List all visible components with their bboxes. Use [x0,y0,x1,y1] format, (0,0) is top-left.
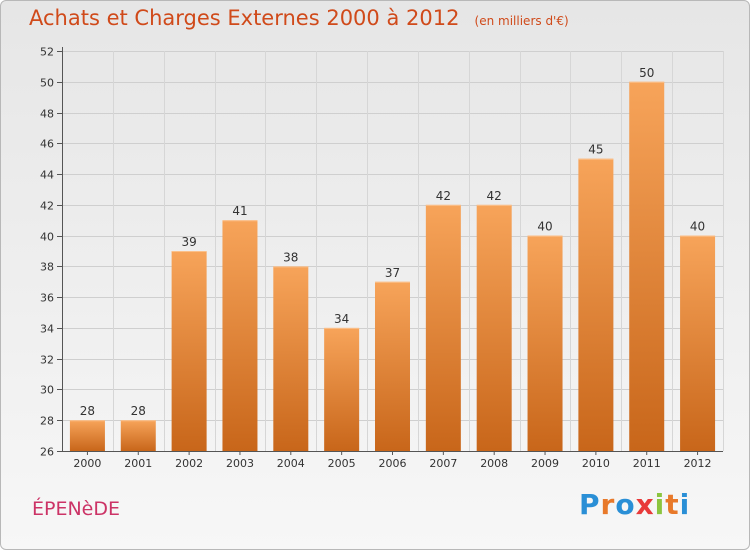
x-tick-label: 2001 [124,457,152,470]
y-tick-label: 48 [40,108,54,121]
y-tick-label: 44 [40,169,54,182]
x-tick-label: 2002 [175,457,203,470]
y-tick-label: 34 [40,323,54,336]
x-tick-label: 2009 [531,457,559,470]
x-tick-label: 2006 [379,457,407,470]
brand-letter: i [679,488,691,521]
y-tick-label: 32 [40,354,54,367]
y-tick-label: 36 [40,292,54,305]
x-tick-label: 2003 [226,457,254,470]
data-label: 50 [639,66,654,80]
y-tick-label: 28 [40,415,54,428]
bar [222,220,258,451]
data-labels: 28 28 39 41 38 34 37 42 42 40 45 50 40 [80,66,705,418]
bar [69,420,105,451]
brand-letter: i [654,488,666,521]
x-tick-label: 2000 [73,457,101,470]
bar [629,81,665,452]
y-tick-label: 40 [40,231,54,244]
bar [527,235,563,451]
bar [476,204,512,451]
y-tick-label: 46 [40,138,54,151]
brand-letter: x [635,488,655,521]
data-label: 42 [487,189,502,203]
y-tick-label: 26 [40,446,54,459]
data-label: 40 [537,220,552,234]
bar [680,235,716,451]
title-row: Achats et Charges Externes 2000 à 2012 (… [29,6,569,30]
data-label: 39 [181,235,196,249]
brand-letter: r [600,488,616,521]
x-tick-label: 2012 [684,457,712,470]
data-label: 42 [436,189,451,203]
data-label: 34 [334,312,349,326]
data-label: 28 [80,404,95,418]
bar [578,158,614,451]
data-label: 38 [283,250,298,264]
x-tick-label: 2005 [328,457,356,470]
y-tick-label: 50 [40,77,54,90]
y-tick-label: 38 [40,261,54,274]
y-tick-label: 42 [40,200,54,213]
x-tick-label: 2004 [277,457,305,470]
bar [120,420,156,451]
data-label: 28 [131,404,146,418]
place-name: ÉPENèDE [32,498,121,520]
bar [324,327,360,451]
chart-unit: (en milliers d'€) [474,14,569,28]
brand-letter: P [579,488,601,521]
data-label: 37 [385,266,400,280]
x-tick-label: 2010 [582,457,610,470]
y-tick-label: 52 [40,46,54,59]
data-label: 41 [232,204,247,218]
data-label: 40 [690,220,705,234]
y-tick-label: 30 [40,384,54,397]
bar [375,281,410,451]
brand-logo: Proxiti [579,488,690,521]
bar [171,251,207,451]
bar [425,204,461,451]
chart-title: Achats et Charges Externes 2000 à 2012 [29,6,460,30]
data-label: 45 [588,143,603,157]
x-tick-label: 2008 [480,457,508,470]
brand-letter: o [615,488,636,521]
axes: 26 28 30 32 34 36 38 40 42 44 46 48 50 52 2000 2001 2002… [40,46,723,470]
bar [273,266,309,451]
bars [69,81,716,452]
x-tick-label: 2007 [429,457,457,470]
brand-letter: t [665,488,680,521]
x-tick-label: 2011 [633,457,661,470]
